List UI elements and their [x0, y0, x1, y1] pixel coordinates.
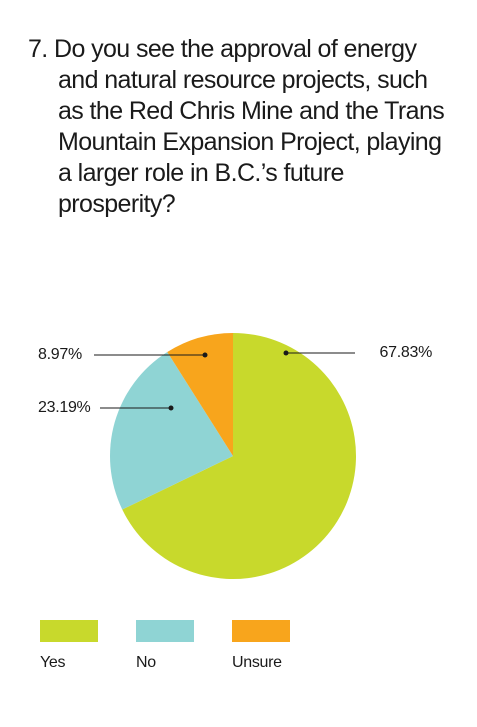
legend-label: Unsure: [232, 654, 282, 671]
pie-slice: [167, 333, 233, 456]
legend-label: Yes: [40, 654, 66, 671]
leader-dot: [202, 352, 208, 358]
data-label: 67.83%: [380, 344, 433, 361]
chart-title: 7. Do you see the approval of energy and…: [28, 35, 445, 218]
pie-slice: [109, 352, 233, 510]
legend-swatch: [136, 620, 194, 642]
legend-swatch: [232, 620, 290, 642]
data-label: 8.97%: [38, 346, 82, 363]
legend-swatch: [40, 620, 98, 642]
pie-slice: [122, 333, 356, 579]
leader-dot: [168, 405, 174, 411]
data-label: 23.19%: [38, 399, 91, 416]
legend-label: No: [136, 654, 156, 671]
leader-dot: [283, 350, 289, 356]
